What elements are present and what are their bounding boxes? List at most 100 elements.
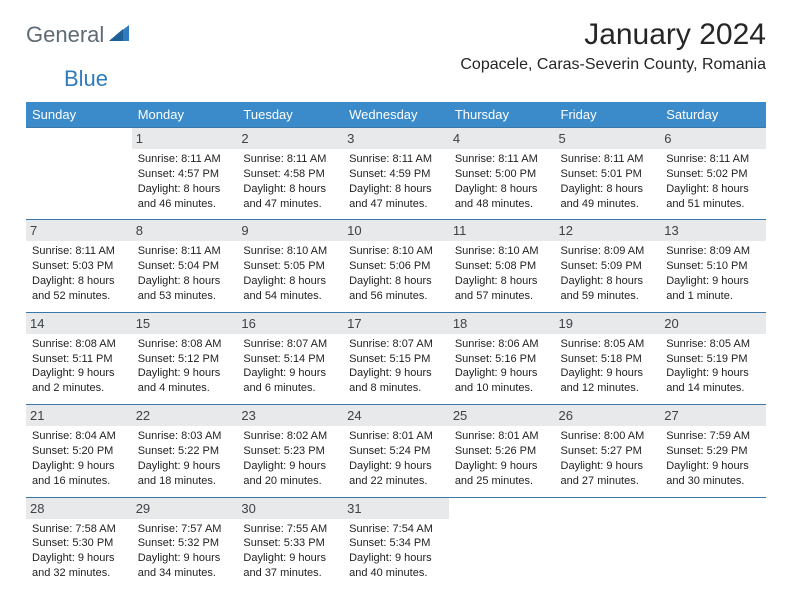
day-info: Sunrise: 8:05 AMSunset: 5:18 PMDaylight:… [561,337,655,396]
week-row: 14Sunrise: 8:08 AMSunset: 5:11 PMDayligh… [26,312,766,404]
day-info: Sunrise: 8:11 AMSunset: 5:00 PMDaylight:… [455,152,549,211]
day-cell: 6 Sunrise: 8:11 AMSunset: 5:02 PMDaylight… [660,128,766,220]
day-cell: 26 Sunrise: 8:00 AMSunset: 5:27 PMDayligh… [555,405,661,497]
day-number: 4 [449,128,555,149]
day-number: 11 [449,220,555,241]
day-cell: 21 Sunrise: 8:04 AMSunset: 5:20 PMDayligh… [26,405,132,497]
day-cell: 25 Sunrise: 8:01 AMSunset: 5:26 PMDayligh… [449,405,555,497]
day-number: 6 [660,128,766,149]
dow-wednesday: Wednesday [343,102,449,128]
day-info: Sunrise: 8:01 AMSunset: 5:24 PMDaylight:… [349,429,443,488]
day-info: Sunrise: 8:10 AMSunset: 5:06 PMDaylight:… [349,244,443,303]
day-info: Sunrise: 7:57 AMSunset: 5:32 PMDaylight:… [138,522,232,581]
day-info: Sunrise: 8:01 AMSunset: 5:26 PMDaylight:… [455,429,549,488]
day-cell: 8 Sunrise: 8:11 AMSunset: 5:04 PMDaylight… [132,220,238,312]
day-cell [555,497,661,589]
day-info: Sunrise: 7:55 AMSunset: 5:33 PMDaylight:… [243,522,337,581]
day-info: Sunrise: 8:09 AMSunset: 5:09 PMDaylight:… [561,244,655,303]
day-info: Sunrise: 8:04 AMSunset: 5:20 PMDaylight:… [32,429,126,488]
day-info: Sunrise: 8:09 AMSunset: 5:10 PMDaylight:… [666,244,760,303]
day-number: 31 [343,498,449,519]
day-info: Sunrise: 8:07 AMSunset: 5:14 PMDaylight:… [243,337,337,396]
day-number: 13 [660,220,766,241]
day-info: Sunrise: 8:03 AMSunset: 5:22 PMDaylight:… [138,429,232,488]
day-info: Sunrise: 8:00 AMSunset: 5:27 PMDaylight:… [561,429,655,488]
logo-text-blue: Blue [64,66,108,91]
day-number: 1 [132,128,238,149]
day-cell: 15Sunrise: 8:08 AMSunset: 5:12 PMDayligh… [132,312,238,404]
day-cell: 16 Sunrise: 8:07 AMSunset: 5:14 PMDayligh… [237,312,343,404]
day-number: 20 [660,313,766,334]
week-row: 01 Sunrise: 8:11 AMSunset: 4:57 PMDayligh… [26,128,766,220]
day-info: Sunrise: 8:02 AMSunset: 5:23 PMDaylight:… [243,429,337,488]
day-info: Sunrise: 8:11 AMSunset: 4:58 PMDaylight:… [243,152,337,211]
logo-triangle-icon [108,24,130,47]
day-info: Sunrise: 8:11 AMSunset: 4:57 PMDaylight:… [138,152,232,211]
day-info: Sunrise: 7:58 AMSunset: 5:30 PMDaylight:… [32,522,126,581]
day-number: 22 [132,405,238,426]
day-number: 21 [26,405,132,426]
day-number: 23 [237,405,343,426]
day-cell: 1 Sunrise: 8:11 AMSunset: 4:57 PMDaylight… [132,128,238,220]
week-row: 21 Sunrise: 8:04 AMSunset: 5:20 PMDayligh… [26,405,766,497]
logo: General [26,22,132,48]
day-cell: 30Sunrise: 7:55 AMSunset: 5:33 PMDayligh… [237,497,343,589]
day-cell: 27 Sunrise: 7:59 AMSunset: 5:29 PMDayligh… [660,405,766,497]
day-cell [660,497,766,589]
day-number: 5 [555,128,661,149]
title-block: January 2024 Copacele, Caras-Severin Cou… [460,18,766,74]
day-number: 3 [343,128,449,149]
day-cell: 17Sunrise: 8:07 AMSunset: 5:15 PMDayligh… [343,312,449,404]
dow-thursday: Thursday [449,102,555,128]
day-info: Sunrise: 8:05 AMSunset: 5:19 PMDaylight:… [666,337,760,396]
dow-tuesday: Tuesday [237,102,343,128]
calendar-table: Sunday Monday Tuesday Wednesday Thursday… [26,102,766,589]
day-info: Sunrise: 8:11 AMSunset: 5:01 PMDaylight:… [561,152,655,211]
day-info: Sunrise: 8:11 AMSunset: 5:04 PMDaylight:… [138,244,232,303]
day-number: 25 [449,405,555,426]
day-cell: 5 Sunrise: 8:11 AMSunset: 5:01 PMDaylight… [555,128,661,220]
day-number: 9 [237,220,343,241]
day-cell: 20 Sunrise: 8:05 AMSunset: 5:19 PMDayligh… [660,312,766,404]
day-info: Sunrise: 8:08 AMSunset: 5:11 PMDaylight:… [32,337,126,396]
day-cell: 18Sunrise: 8:06 AMSunset: 5:16 PMDayligh… [449,312,555,404]
day-cell: 24 Sunrise: 8:01 AMSunset: 5:24 PMDayligh… [343,405,449,497]
day-cell: 9 Sunrise: 8:10 AMSunset: 5:05 PMDaylight… [237,220,343,312]
day-cell: 0 [26,128,132,220]
day-info: Sunrise: 8:11 AMSunset: 4:59 PMDaylight:… [349,152,443,211]
day-number: 24 [343,405,449,426]
logo-text-general: General [26,22,104,48]
day-number: 8 [132,220,238,241]
day-cell: 19 Sunrise: 8:05 AMSunset: 5:18 PMDayligh… [555,312,661,404]
week-row: 7 Sunrise: 8:11 AMSunset: 5:03 PMDaylight… [26,220,766,312]
day-cell: 29Sunrise: 7:57 AMSunset: 5:32 PMDayligh… [132,497,238,589]
day-cell: 4 Sunrise: 8:11 AMSunset: 5:00 PMDaylight… [449,128,555,220]
week-row: 28 Sunrise: 7:58 AMSunset: 5:30 PMDayligh… [26,497,766,589]
day-number: 17 [343,313,449,334]
day-info: Sunrise: 8:11 AMSunset: 5:02 PMDaylight:… [666,152,760,211]
day-cell: 31 Sunrise: 7:54 AMSunset: 5:34 PMDayligh… [343,497,449,589]
dow-saturday: Saturday [660,102,766,128]
day-number: 28 [26,498,132,519]
day-info: Sunrise: 7:59 AMSunset: 5:29 PMDaylight:… [666,429,760,488]
day-number: 7 [26,220,132,241]
day-info: Sunrise: 8:08 AMSunset: 5:12 PMDaylight:… [138,337,232,396]
day-number: 27 [660,405,766,426]
day-number: 16 [237,313,343,334]
dow-monday: Monday [132,102,238,128]
day-cell: 23 Sunrise: 8:02 AMSunset: 5:23 PMDayligh… [237,405,343,497]
day-number: 10 [343,220,449,241]
day-info: Sunrise: 8:11 AMSunset: 5:03 PMDaylight:… [32,244,126,303]
day-info: Sunrise: 7:54 AMSunset: 5:34 PMDaylight:… [349,522,443,581]
day-number: 26 [555,405,661,426]
day-cell [449,497,555,589]
day-info: Sunrise: 8:10 AMSunset: 5:05 PMDaylight:… [243,244,337,303]
dow-friday: Friday [555,102,661,128]
day-cell: 10 Sunrise: 8:10 AMSunset: 5:06 PMDayligh… [343,220,449,312]
day-number: 12 [555,220,661,241]
day-number: 19 [555,313,661,334]
day-cell: 7 Sunrise: 8:11 AMSunset: 5:03 PMDaylight… [26,220,132,312]
month-title: January 2024 [460,18,766,52]
dow-sunday: Sunday [26,102,132,128]
day-info: Sunrise: 8:10 AMSunset: 5:08 PMDaylight:… [455,244,549,303]
